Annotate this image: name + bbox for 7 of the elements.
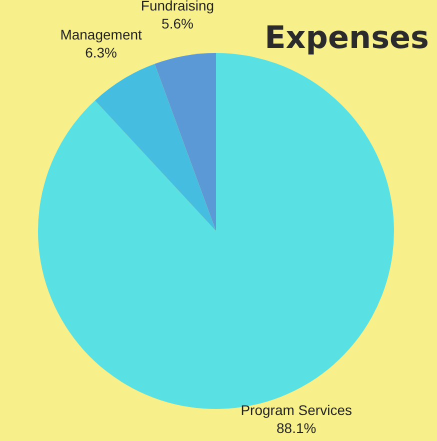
slice-label: Program Services xyxy=(240,402,352,418)
data-label: 6.3% xyxy=(85,44,118,60)
data-label: 5.6% xyxy=(162,15,194,32)
slice-label: Management xyxy=(60,26,142,42)
slice-label: Fundraising xyxy=(140,0,214,14)
text: Expenses xyxy=(264,20,429,56)
data-label: 88.1% xyxy=(276,420,316,436)
